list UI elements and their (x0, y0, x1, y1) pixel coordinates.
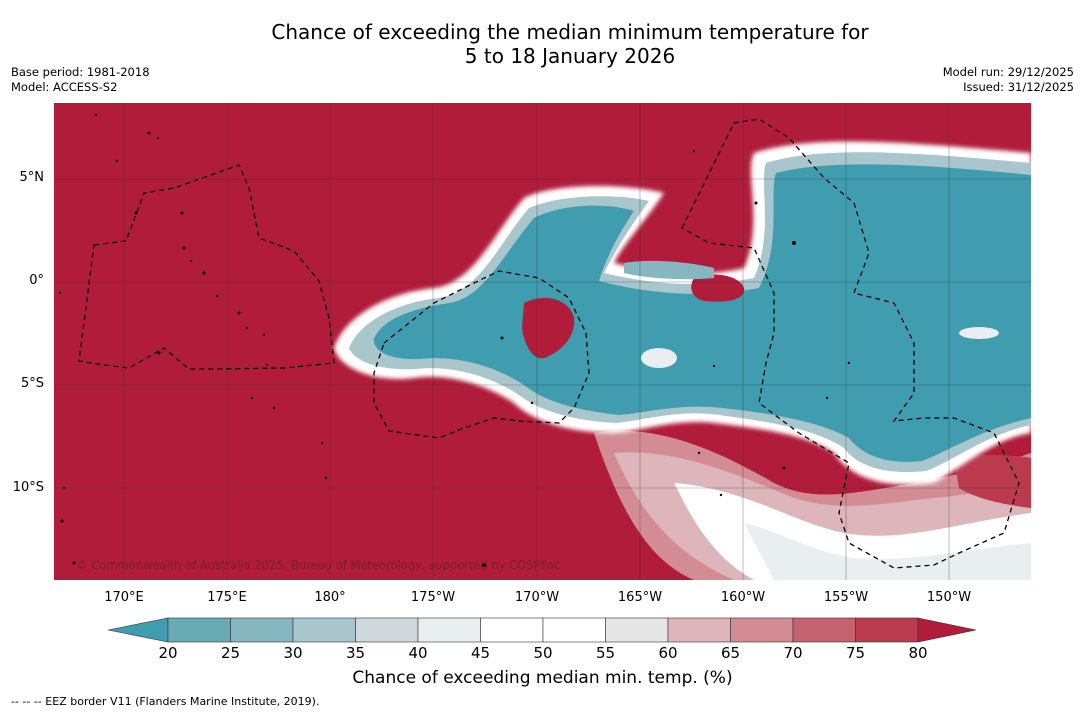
colorbar-tick-70: 70 (783, 644, 803, 662)
lon-label-175e: 175°E (207, 590, 247, 605)
lon-label-165w: 165°W (617, 590, 663, 605)
colorbar-below-20 (107, 617, 169, 643)
colorbar-tick-35: 35 (345, 644, 366, 662)
copyright-credit: © Commonwealth of Australia 2025, Bureau… (76, 558, 561, 572)
colorbar-bin-60-65 (667, 617, 731, 643)
colorbar-bin-45-50 (480, 617, 544, 643)
colorbar-bin-75-80 (855, 617, 919, 643)
colorbar-tick-20: 20 (158, 644, 178, 662)
forecast-map (54, 103, 1031, 580)
colorbar-tick-55: 55 (595, 644, 616, 662)
colorbar-tick-75: 75 (845, 644, 866, 662)
lon-label-155w: 155°W (823, 590, 869, 605)
title-line-2: 5 to 18 January 2026 (464, 44, 676, 68)
base-period: Base period: 1981-2018 (11, 65, 150, 79)
colorbar-tick-80: 80 (908, 644, 928, 662)
colorbar-bin-50-55 (542, 617, 606, 643)
lon-label-170e: 170°E (104, 590, 144, 605)
lon-label-170w: 170°W (514, 590, 560, 605)
colorbar-above-80 (917, 617, 977, 643)
colorbar (107, 617, 978, 643)
lat-label-5n: 5°N (19, 170, 45, 185)
colorbar-bin-70-75 (792, 617, 856, 643)
colorbar-tick-50: 50 (533, 644, 553, 662)
colorbar-tick-45: 45 (470, 644, 491, 662)
lon-label-180: 180° (314, 590, 346, 605)
eez-borders (78, 118, 1020, 569)
lon-label-175w: 175°W (410, 590, 456, 605)
colorbar-bin-25-30 (230, 617, 294, 643)
colorbar-bin-65-70 (730, 617, 794, 643)
meta-left: Base period: 1981-2018 Model: ACCESS-S2 (11, 65, 150, 95)
colorbar-bin-55-60 (605, 617, 669, 643)
lat-label-0: 0° (29, 273, 44, 288)
chart-title: Chance of exceeding the median minimum t… (0, 20, 1085, 68)
colorbar-tick-65: 65 (720, 644, 741, 662)
colorbar-tick-40: 40 (408, 644, 428, 662)
colorbar-tick-30: 30 (283, 644, 303, 662)
colorbar-bin-40-45 (417, 617, 481, 643)
colorbar-tick-25: 25 (220, 644, 241, 662)
low-probability-core (373, 164, 1031, 462)
issued-date: Issued: 31/12/2025 (963, 80, 1074, 94)
colorbar-label: Chance of exceeding median min. temp. (%… (352, 668, 733, 688)
colorbar-tick-60: 60 (658, 644, 678, 662)
title-line-1: Chance of exceeding the median minimum t… (271, 20, 869, 44)
colorbar-bin-20-25 (167, 617, 231, 643)
transition-zone-southeast (594, 430, 1031, 580)
islands (58, 113, 851, 567)
meta-right: Model run: 29/12/2025 Issued: 31/12/2025 (943, 65, 1074, 95)
lat-label-10s: 10°S (12, 480, 44, 495)
lon-label-150w: 150°W (926, 590, 972, 605)
colorbar-bin-35-40 (355, 617, 419, 643)
model-run: Model run: 29/12/2025 (942, 65, 1074, 79)
graticule (54, 103, 1031, 580)
eez-footnote: -- -- -- EEZ border V11 (Flanders Marine… (11, 695, 320, 708)
lon-label-160w: 160°W (720, 590, 766, 605)
lat-label-5s: 5°S (20, 376, 44, 391)
colorbar-bin-30-35 (292, 617, 356, 643)
model-name: Model: ACCESS-S2 (11, 80, 118, 94)
